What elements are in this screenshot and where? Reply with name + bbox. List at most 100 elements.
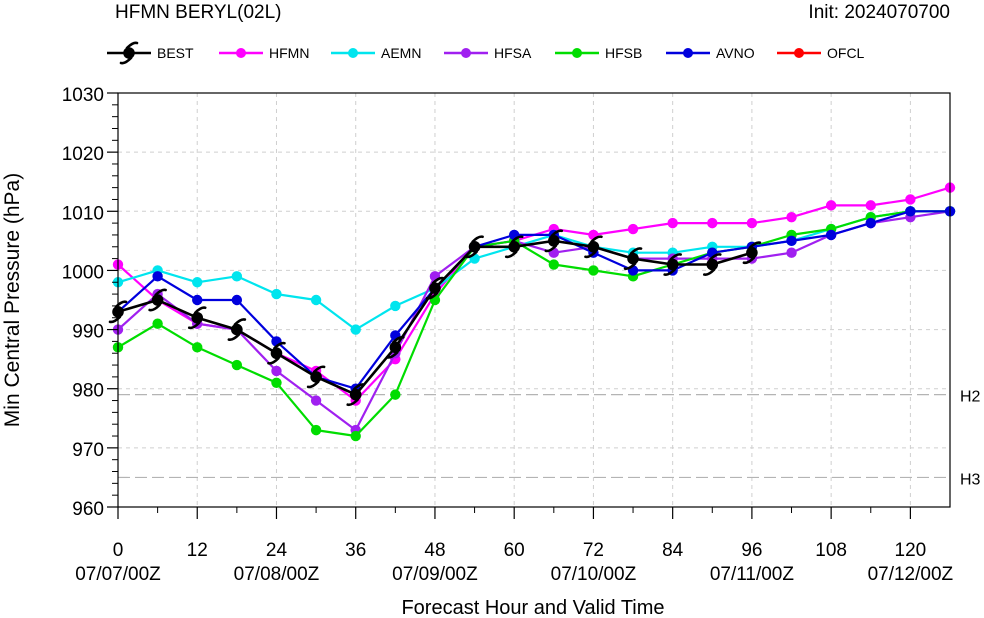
legend-item-ofcl: OFCL: [777, 45, 865, 61]
hurricane-marker: [544, 229, 564, 253]
hurricane-marker: [425, 276, 445, 300]
data-point-hfsb: [192, 342, 203, 353]
data-point-avno: [865, 217, 876, 229]
hurricane-marker: [306, 365, 326, 389]
reference-line-label: H3: [960, 471, 981, 488]
data-point-hfsb: [350, 430, 361, 442]
x-tick-label: 0: [113, 540, 124, 561]
data-point-hfmn: [627, 223, 639, 235]
legend-marker: [461, 48, 471, 58]
data-point-hfmn: [746, 217, 758, 229]
legend-item-aemn: AEMN: [331, 45, 421, 61]
data-point-hfsb: [271, 377, 282, 388]
reference-line-label: H2: [960, 389, 981, 406]
data-point-hfsb: [152, 318, 163, 329]
chart-title: HFMN BERYL(02L): [115, 2, 281, 23]
legend-item-best: BEST: [107, 41, 194, 65]
data-point-avno: [786, 235, 797, 247]
x-tick-label: 12: [187, 540, 208, 561]
data-point-hfsb: [548, 259, 560, 270]
x-tick-label: 36: [345, 540, 366, 561]
legend-label: HFMN: [269, 45, 309, 61]
hurricane-marker: [623, 247, 643, 271]
x-tick-label: 60: [504, 540, 525, 561]
y-axis-label: Min Central Pressure (hPa): [1, 173, 24, 427]
hurricane-marker: [119, 41, 139, 65]
init-label: Init: 2024070700: [808, 2, 950, 23]
series-line-hfsb: [117, 210, 950, 438]
x-date-label: 07/07/00Z: [75, 564, 161, 585]
hurricane-marker: [386, 335, 405, 359]
data-point-hfsa: [786, 247, 797, 258]
data-point-hfsb: [390, 389, 401, 400]
data-point-avno: [825, 229, 837, 241]
x-date-label: 07/09/00Z: [392, 564, 478, 585]
data-point-hfmn: [707, 217, 718, 229]
hurricane-marker: [504, 235, 524, 259]
legend-marker: [794, 48, 804, 58]
data-point-aemn: [390, 300, 401, 312]
legend-marker: [572, 48, 582, 58]
data-point-hfmn: [786, 212, 797, 223]
x-date-label: 07/12/00Z: [868, 564, 954, 585]
data-point-avno: [152, 271, 163, 282]
hurricane-marker: [227, 318, 247, 342]
legend-item-hfsa: HFSA: [444, 45, 532, 61]
data-point-hfmn: [905, 194, 916, 205]
hurricane-marker: [584, 235, 603, 259]
y-tick-label: 1000: [62, 262, 104, 283]
grid: [118, 93, 950, 507]
y-tick-label: 970: [72, 440, 104, 461]
data-point-hfmn: [667, 217, 678, 229]
axes: 960 970 980 990 1000 1010 1020 1030 0 12 24 36 48 60 7…: [62, 85, 954, 585]
data-point-aemn: [231, 271, 243, 282]
y-tick-label: 1010: [62, 203, 104, 224]
x-tick-label: 108: [815, 540, 847, 561]
data-point-avno: [231, 294, 243, 306]
legend-marker: [348, 48, 358, 58]
series-layer: [108, 182, 956, 442]
data-point-avno: [905, 206, 916, 217]
data-point-aemn: [192, 277, 203, 288]
hurricane-marker: [465, 235, 484, 259]
hurricane-marker: [267, 341, 286, 365]
x-tick-label: 24: [266, 540, 288, 561]
data-point-hfsa: [310, 395, 322, 406]
hurricane-marker: [346, 383, 366, 407]
hurricane-marker: [187, 306, 207, 330]
x-date-label: 07/10/00Z: [551, 564, 637, 585]
y-tick-label: 980: [72, 381, 104, 402]
legend-label: OFCL: [827, 45, 865, 61]
legend-label: AVNO: [716, 45, 755, 61]
x-tick-label: 120: [895, 540, 927, 561]
series-line-hfsa: [117, 210, 951, 432]
series-line-aemn: [117, 210, 950, 331]
x-tick-label: 96: [741, 540, 762, 561]
legend-label: HFSA: [494, 45, 532, 61]
data-point-hfmn: [865, 200, 876, 211]
x-tick-label: 48: [424, 540, 445, 561]
legend-marker: [236, 48, 246, 58]
y-tick-label: 960: [72, 499, 104, 520]
data-point-hfsb: [588, 265, 599, 276]
x-axis-label: Forecast Hour and Valid Time: [401, 597, 664, 618]
data-point-aemn: [271, 288, 282, 300]
hurricane-marker: [702, 253, 722, 276]
data-point-hfsb: [310, 424, 322, 436]
data-point-hfsb: [231, 359, 243, 371]
y-tick-label: 1030: [62, 85, 104, 106]
legend-marker: [683, 48, 693, 58]
data-point-avno: [192, 294, 203, 306]
y-tick-label: 1020: [62, 144, 104, 165]
legend-item-hfmn: HFMN: [219, 45, 309, 61]
series-line-avno: [117, 210, 950, 390]
x-tick-label: 72: [583, 540, 604, 561]
data-point-aemn: [350, 324, 361, 335]
data-point-hfsa: [271, 365, 282, 377]
x-date-label: 07/11/00Z: [710, 564, 795, 585]
plot-frame: [117, 92, 951, 508]
legend-item-hfsb: HFSB: [555, 45, 642, 61]
hurricane-marker: [663, 253, 682, 276]
legend-label: BEST: [157, 45, 194, 61]
